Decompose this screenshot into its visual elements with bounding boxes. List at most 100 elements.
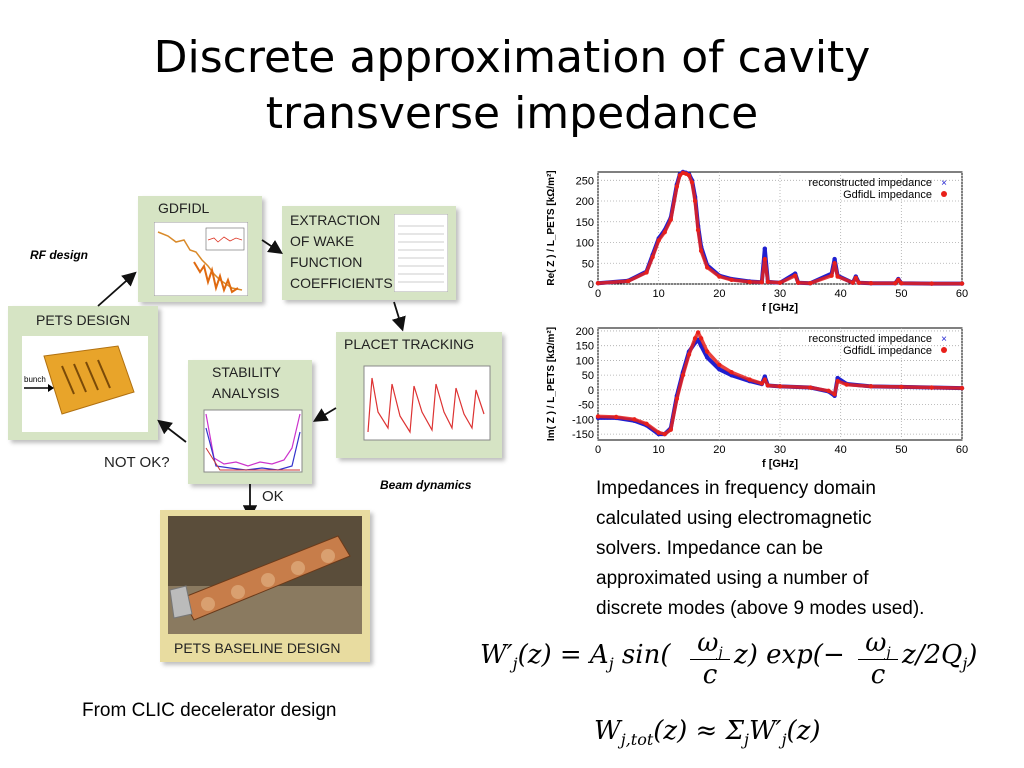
pets-baseline-box: PETS BASELINE DESIGN — [160, 510, 370, 662]
coefficient-table-image — [394, 214, 448, 292]
extraction-label: EXTRACTION OF WAKE FUNCTION COEFFICIENTS — [290, 210, 393, 294]
stability-analysis-box: STABILITY ANALYSIS — [188, 360, 312, 484]
data-point — [674, 396, 680, 401]
data-point — [595, 280, 601, 286]
x-axis-label: f [GHz] — [762, 458, 798, 470]
caption-line-2: calculated using electromagnetic — [596, 508, 872, 529]
gdfidl-label: GDFIDL — [158, 200, 210, 216]
y-tick-label: 150 — [576, 341, 594, 353]
data-point — [717, 367, 722, 372]
placet-label: PLACET TRACKING — [344, 336, 475, 352]
y-tick-label: 250 — [576, 175, 594, 187]
placet-tracking-box: PLACET TRACKING — [336, 332, 502, 458]
x-tick-label: 50 — [895, 288, 907, 300]
x-tick-label: 60 — [956, 444, 968, 456]
extraction-line-3: FUNCTION — [290, 254, 363, 270]
flow-arrows — [97, 239, 406, 520]
y-tick-label: 50 — [582, 370, 594, 382]
x-tick-label: 0 — [595, 288, 601, 300]
data-point — [662, 229, 667, 235]
y-tick-label: 50 — [582, 258, 594, 270]
stability-line-2: ANALYSIS — [212, 385, 280, 401]
pets-structure-image: bunch — [22, 336, 148, 432]
data-point — [705, 355, 710, 360]
y-tick-label: 100 — [576, 238, 594, 250]
data-point — [829, 273, 834, 278]
data-point — [762, 256, 768, 262]
data-point — [692, 198, 698, 204]
stability-plot-image — [203, 409, 303, 473]
x-tick-label: 60 — [956, 288, 968, 300]
extraction-line-2: OF WAKE — [290, 233, 355, 249]
y-tick-label: 150 — [576, 217, 594, 229]
data-point — [868, 280, 874, 286]
legend-label-1: reconstructed impedance — [808, 177, 932, 189]
data-point — [759, 280, 764, 285]
data-point — [899, 280, 904, 286]
slide-title: Discrete approximation of cavity transve… — [0, 30, 1024, 142]
data-point — [899, 384, 904, 390]
data-point — [717, 362, 722, 368]
x-tick-label: 10 — [653, 444, 665, 456]
data-point — [626, 278, 631, 284]
caption-line-4: approximated using a number of — [596, 568, 869, 589]
arrow-extraction-to-placet — [391, 301, 406, 332]
y-tick-label: 200 — [576, 196, 594, 208]
data-point — [656, 430, 661, 435]
y-axis-label: Re( Z ) / L_PETS [kΩ/m²] — [546, 170, 557, 285]
flow-diagram: RF design GDFIDL EXTRACTION OF WAKE FUNC… — [0, 180, 520, 680]
data-point — [686, 173, 692, 178]
legend-marker-2 — [941, 347, 947, 353]
total-wake-equation: Wj,tot(z) ≈ ΣjW′j(z) Wj,tot(z) ≈ Σj W′j(… — [594, 716, 821, 750]
data-point — [832, 256, 837, 262]
x-tick-label: 20 — [713, 444, 725, 456]
caption-line-1: Impedances in frequency domain — [596, 478, 876, 499]
x-tick-label: 0 — [595, 444, 601, 456]
data-point — [929, 385, 934, 390]
beam-dynamics-label: Beam dynamics — [380, 478, 472, 492]
y-tick-label: -100 — [572, 414, 594, 426]
caption-line-3: solvers. Impedance can be — [596, 538, 824, 559]
x-tick-label: 20 — [713, 288, 725, 300]
wake-mode-equation: W′j(z) = Aj sin( ωj c z) exp(− ωj c z/2Qj)… — [480, 628, 978, 691]
x-tick-label: 40 — [835, 288, 847, 300]
data-point — [762, 246, 768, 251]
slide-title-line-1: Discrete approximation of cavity — [153, 32, 871, 83]
extraction-line-1: EXTRACTION — [290, 212, 381, 228]
bunch-label: bunch — [24, 375, 46, 384]
data-point — [808, 280, 813, 286]
data-point — [868, 384, 874, 389]
data-point — [644, 270, 649, 275]
legend-marker-2 — [941, 191, 947, 197]
not-ok-label: NOT OK? — [104, 454, 170, 471]
caption-line-5: discrete modes (above 9 modes used). — [596, 598, 925, 619]
data-point — [695, 227, 701, 233]
imaginary-impedance-chart: 0 10 20 30 40 50 60 -150 -100 -50 0 50 100 150 200 f [G… — [546, 326, 968, 470]
y-tick-label: 100 — [576, 355, 594, 367]
pets-design-label: PETS DESIGN — [36, 312, 131, 328]
equation1-text: W′j(z) = Aj sin(ωj/c z) exp(−ωj/c z/2Qj) — [480, 628, 481, 629]
impedance-caption: Impedances in frequency domain calculate… — [596, 474, 1016, 624]
data-point — [777, 384, 783, 389]
data-point — [656, 238, 661, 243]
data-point — [674, 184, 680, 189]
x-tick-label: 10 — [653, 288, 665, 300]
data-point — [835, 274, 840, 279]
data-point — [695, 330, 701, 335]
x-tick-label: 40 — [835, 444, 847, 456]
data-point — [614, 414, 619, 420]
data-point — [717, 274, 722, 279]
x-tick-label: 50 — [895, 444, 907, 456]
x-tick-label: 30 — [774, 444, 786, 456]
arrow-placet-to-stability — [312, 407, 337, 422]
data-point — [692, 336, 698, 341]
data-point — [747, 377, 752, 382]
data-point — [729, 370, 734, 375]
data-point — [759, 381, 764, 386]
data-point — [844, 382, 849, 387]
data-point — [853, 275, 859, 280]
data-point — [850, 280, 855, 285]
source-note: From CLIC decelerator design — [82, 700, 337, 721]
data-point — [662, 431, 667, 437]
data-point — [729, 277, 734, 283]
